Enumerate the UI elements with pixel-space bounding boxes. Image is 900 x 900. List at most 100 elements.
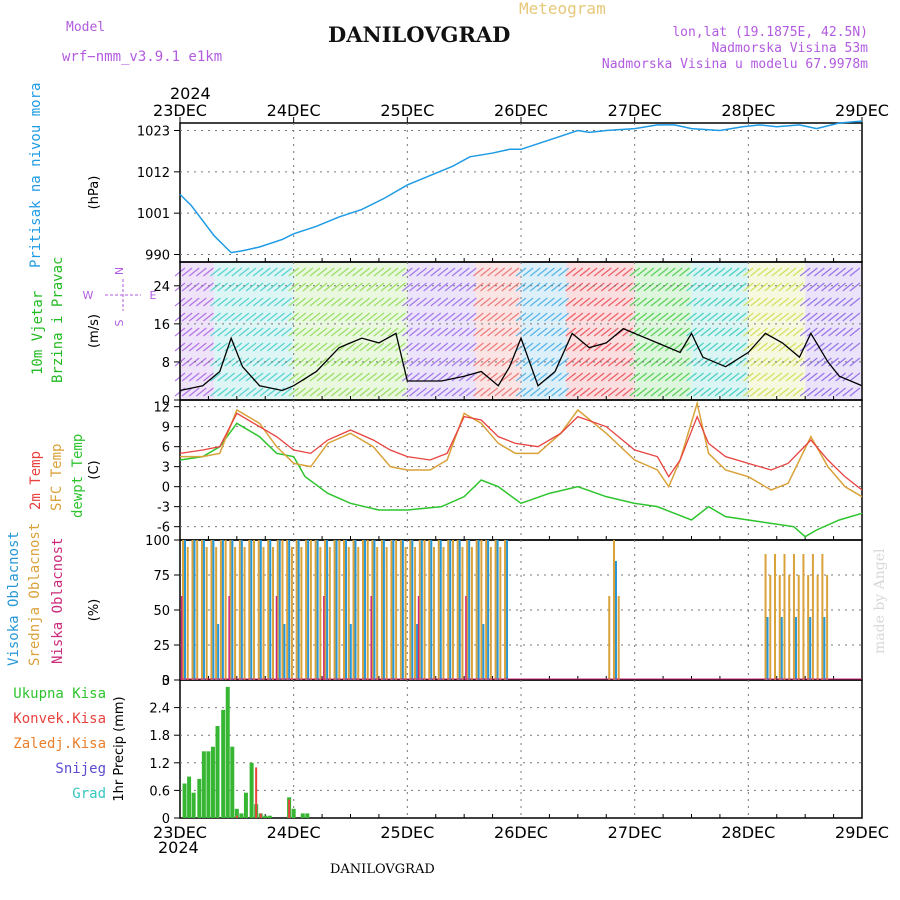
wind-barb [785, 297, 797, 307]
wind-barb [423, 312, 435, 322]
wind-barb [778, 267, 790, 277]
wind-barb [380, 267, 392, 277]
wind-barb [544, 342, 555, 352]
wind-barb [252, 297, 264, 307]
wind-barb [707, 267, 719, 277]
panel-frame-precip [179, 679, 863, 819]
ytick-label-pressure: 1023 [137, 125, 170, 140]
wind-barb [849, 312, 861, 322]
precip-legend-strat: Zaledj.Kisa [13, 736, 106, 752]
wind-barb [551, 372, 562, 382]
cloud-mid-bar [371, 540, 374, 680]
wind-barb [792, 327, 804, 337]
wind-barb [522, 267, 534, 277]
wind-barb [380, 387, 392, 397]
wind-barb [650, 282, 662, 292]
wind-barb [345, 372, 356, 382]
wind-barb [544, 387, 555, 397]
cloud-high-bar [193, 540, 196, 680]
wind-barb [210, 312, 221, 322]
wind-barb [728, 297, 740, 307]
cloud-high-bar [184, 540, 186, 680]
wind-barb [501, 297, 513, 307]
cloud-mid-bar [357, 547, 360, 680]
wind-barb [259, 267, 271, 277]
wind-barb [629, 297, 641, 307]
cloud-low-bar [275, 596, 278, 680]
wind-barb [686, 327, 697, 337]
wind-barb [181, 342, 193, 352]
wind-barb [636, 312, 648, 322]
wind-barb [359, 327, 371, 337]
wind-barb [842, 387, 854, 397]
wind-barb [849, 327, 861, 337]
wind-barb [806, 357, 818, 367]
wind-barb [309, 342, 321, 352]
wind-barb [394, 357, 406, 367]
wind-barb [700, 327, 712, 337]
wind-barb [195, 312, 207, 322]
wind-barb [600, 372, 612, 382]
cloud-high-bar [614, 561, 617, 680]
wind-barb [593, 267, 605, 277]
wind-barb [409, 387, 420, 397]
cloud-high-bar [307, 540, 310, 680]
wind-barb [842, 342, 854, 352]
cloud-mid-bar [352, 540, 355, 680]
ytick-label-precip: 1.8 [149, 729, 170, 744]
wind-barb [757, 387, 768, 397]
wind-barb [210, 327, 221, 337]
wind-barb [188, 267, 200, 277]
wind-barb [465, 357, 477, 367]
wind-barb [309, 267, 321, 277]
cloud-mid-bar [328, 547, 331, 680]
wind-barb [629, 387, 641, 397]
time-label-bottom: 24DEC [267, 823, 321, 842]
wind-barb [785, 372, 797, 382]
wind-barb [629, 372, 641, 382]
wind-barb [458, 357, 470, 367]
wind-barb [806, 372, 818, 382]
wind-barb [494, 267, 506, 277]
wind-barb [387, 387, 399, 397]
wind-barb [764, 312, 776, 322]
cloud-mid-bar [409, 540, 412, 680]
wind-barb [664, 282, 676, 292]
wind-barb [210, 372, 221, 382]
wind-barb [266, 282, 278, 292]
wind-barb [309, 312, 321, 322]
wind-barb [409, 297, 420, 307]
wind-barb [338, 357, 349, 367]
wind-barb [785, 342, 797, 352]
wind-barb [544, 267, 555, 277]
wind-barb [721, 372, 733, 382]
wind-barb [785, 387, 797, 397]
wind-barb [693, 372, 704, 382]
wind-barb [245, 297, 257, 307]
wind-barb [188, 372, 200, 382]
compass-north: N [113, 267, 126, 275]
wind-barb [409, 327, 420, 337]
wind-barb [650, 372, 662, 382]
cloud-mid-bar [267, 540, 270, 680]
wind-barb [764, 342, 776, 352]
wind-barb [274, 267, 285, 277]
wind-barb [330, 372, 342, 382]
wind-barb [366, 297, 378, 307]
wind-barb [288, 387, 300, 397]
wind-barb [842, 357, 854, 367]
wind-barb [579, 327, 591, 337]
lonlat-label: lon,lat (19.1875E, 42.5N) [672, 25, 868, 40]
wind-barb [551, 342, 562, 352]
wind-barb [551, 312, 562, 322]
wind-barb [750, 282, 761, 292]
wind-barb [188, 297, 200, 307]
cloud-mid-bar [295, 540, 298, 680]
wind-barb [515, 387, 527, 397]
wind-barb [529, 327, 541, 337]
wind-barb [188, 312, 200, 322]
wind-barb [330, 327, 342, 337]
wind-barb [252, 282, 264, 292]
wind-barb [217, 267, 228, 277]
ytick-label-precip: 2.4 [149, 702, 170, 717]
